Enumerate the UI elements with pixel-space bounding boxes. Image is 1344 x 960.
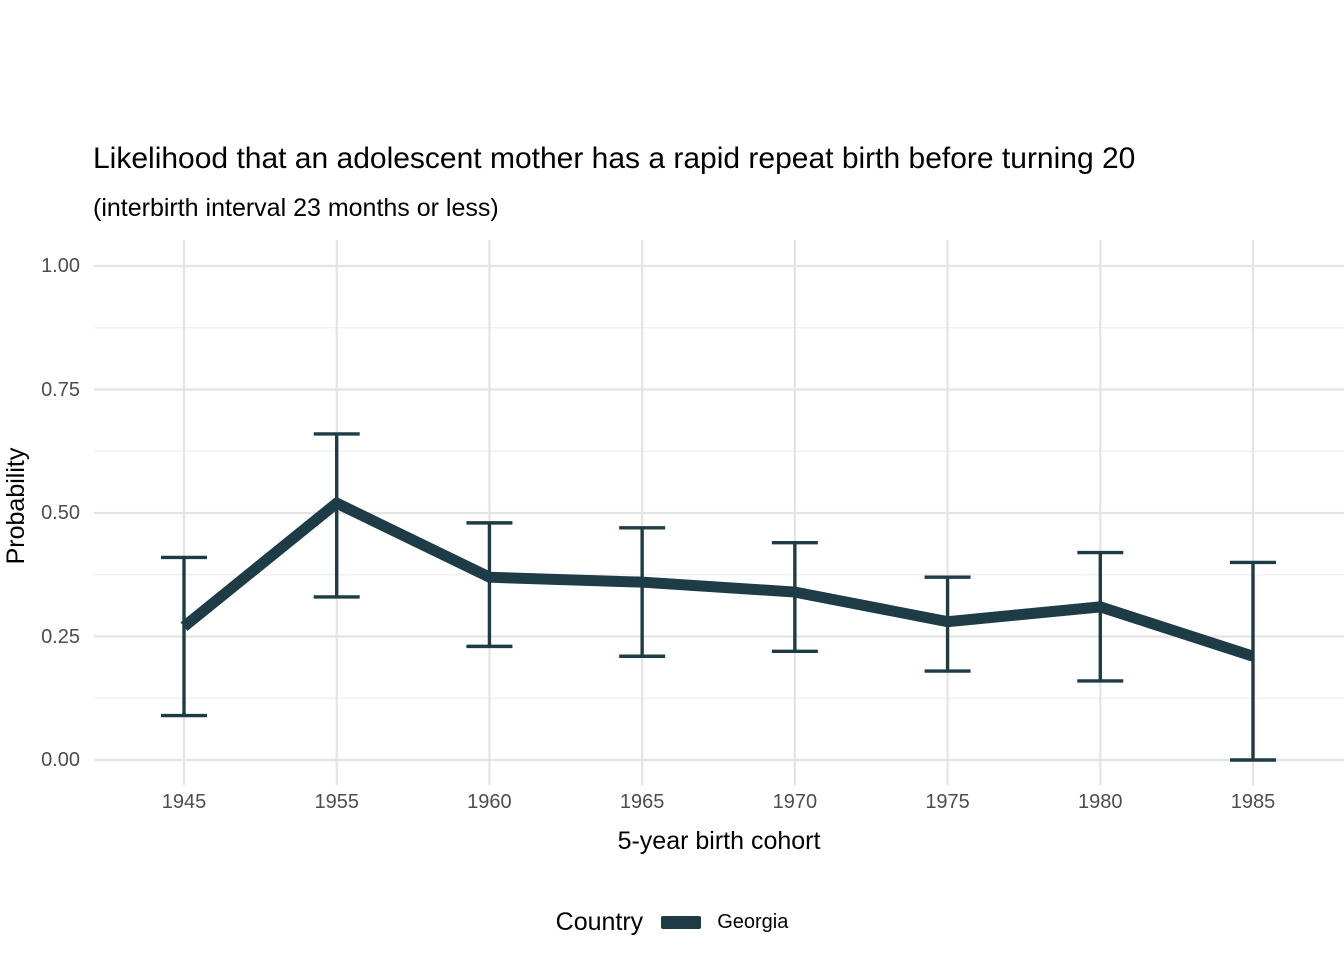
error-bars-georgia (161, 432, 1276, 762)
plot-panel (94, 240, 1344, 785)
y-tick-label: 0.00 (41, 749, 80, 771)
x-tick-label: 1980 (1078, 791, 1123, 813)
gridlines-major-y (94, 264, 1344, 762)
legend: Country Georgia (0, 905, 1344, 939)
x-tick-label: 1945 (161, 791, 207, 813)
chart-subtitle: (interbirth interval 23 months or less) (93, 194, 499, 222)
chart-title: Likelihood that an adolescent mother has… (93, 142, 1136, 175)
x-tick-label: 1965 (619, 791, 665, 813)
x-tick-label: 1960 (467, 791, 512, 813)
x-tick-label: 1975 (925, 791, 970, 813)
legend-title: Country (555, 907, 644, 936)
x-tick-label: 1970 (772, 791, 818, 813)
legend-swatch-georgia-line (661, 915, 702, 929)
y-axis-title: Probability (2, 447, 30, 565)
x-tick-label: 1955 (314, 791, 359, 813)
x-axis-title: 5-year birth cohort (617, 827, 821, 855)
x-tick-label: 1985 (1230, 791, 1276, 813)
plot-svg (94, 240, 1344, 785)
series-line-georgia (180, 496, 1255, 662)
legend-label-georgia: Georgia (717, 910, 789, 933)
y-tick-label: 1.00 (41, 255, 80, 277)
gridlines-minor-y (94, 326, 1344, 700)
